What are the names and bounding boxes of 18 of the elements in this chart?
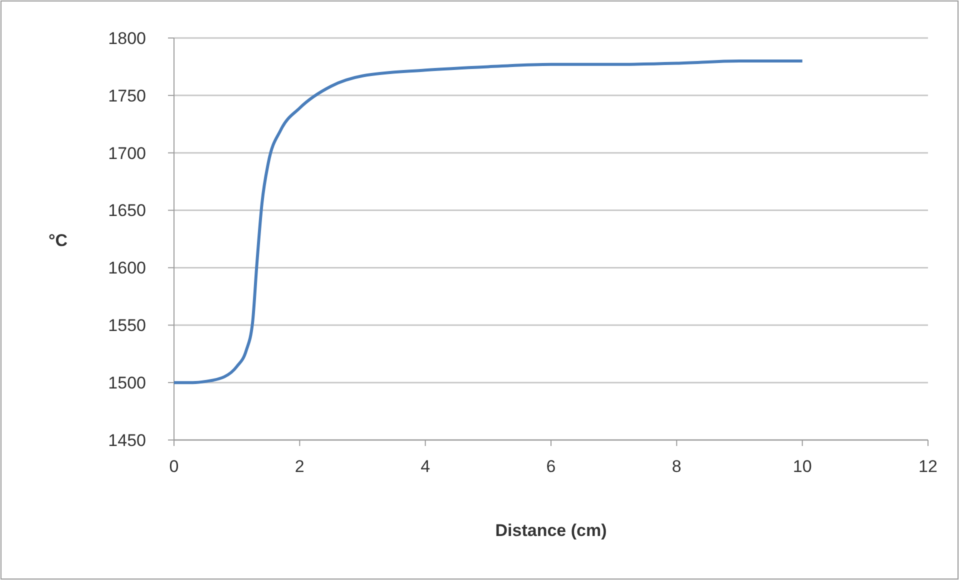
x-tick-label: 4 [420,457,430,476]
y-tick-label: 1450 [108,430,146,450]
line-series [172,59,804,384]
x-tick-label: 6 [546,457,556,476]
x-axis-title: Distance (cm) [495,521,607,540]
y-tick-label: 1800 [108,28,146,48]
y-tick-label: 1600 [108,258,146,278]
y-tick-label: 1700 [108,144,146,163]
y-axis-title: °C [48,231,68,250]
x-tick-label: 0 [169,457,179,476]
x-tick-label: 8 [672,457,682,476]
y-tick-label: 1750 [108,86,146,106]
y-tick-label: 1500 [108,374,146,393]
x-tick-label: 2 [294,457,304,476]
y-tick-label: 1650 [108,201,146,220]
x-tick-label: 10 [792,457,812,476]
y-tick-label: 1550 [108,316,146,336]
x-tick-label: 12 [918,457,938,476]
